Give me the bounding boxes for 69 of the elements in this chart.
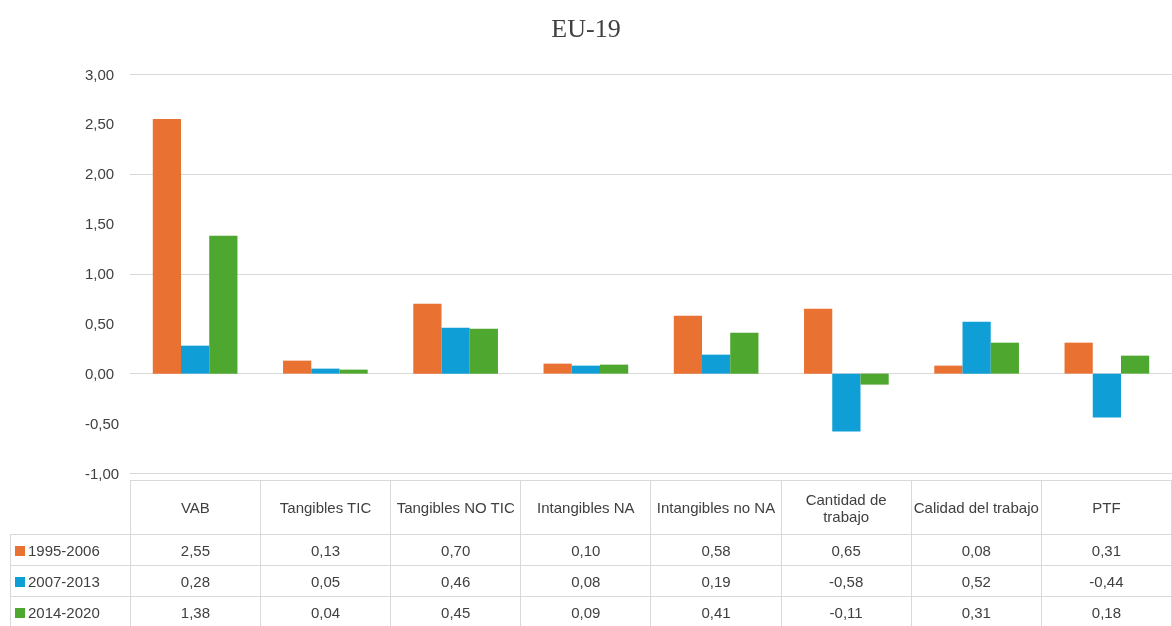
- bar: [571, 365, 600, 374]
- data-label: 0,46: [390, 565, 521, 597]
- data-label: 0,28: [130, 565, 261, 597]
- data-label: 2,55: [130, 534, 261, 566]
- legend-label: 2014-2020: [10, 596, 131, 626]
- bar: [702, 354, 731, 374]
- bar: [1064, 342, 1093, 374]
- data-label: -0,58: [781, 565, 912, 597]
- bar: [283, 360, 312, 374]
- x-tick-label: Tangibles TIC: [260, 480, 391, 535]
- chart-title: EU-19: [551, 13, 621, 43]
- bar: [1120, 355, 1150, 374]
- x-tick-label: Calidad del trabajo: [911, 480, 1042, 535]
- bar: [730, 332, 759, 374]
- data-label: 0,65: [781, 534, 912, 566]
- data-label: 0,45: [390, 596, 521, 626]
- data-label: 0,10: [520, 534, 651, 566]
- bar: [152, 118, 182, 374]
- bar: [934, 365, 963, 374]
- x-tick-label: PTF: [1041, 480, 1172, 535]
- x-tick-label: Intangibles no NA: [650, 480, 782, 535]
- data-label: 0,31: [911, 596, 1042, 626]
- y-tick-label: 1,00: [85, 265, 115, 283]
- data-label: 0,13: [260, 534, 391, 566]
- bar: [209, 235, 238, 374]
- data-label: 0,18: [1041, 596, 1172, 626]
- bar: [469, 328, 498, 374]
- bar: [990, 342, 1019, 374]
- bar: [804, 308, 833, 374]
- data-label: 0,52: [911, 565, 1042, 597]
- data-label: 0,31: [1041, 534, 1172, 566]
- legend-label: 1995-2006: [10, 534, 131, 566]
- bar: [1092, 373, 1121, 418]
- x-tick-label: Tangibles NO TIC: [390, 480, 521, 535]
- y-tick-label: 2,50: [85, 115, 115, 133]
- bar: [311, 368, 340, 374]
- y-tick-label: 0,00: [85, 365, 115, 383]
- data-label: 1,38: [130, 596, 261, 626]
- x-tick-label: Intangibles NA: [520, 480, 651, 535]
- data-label: 0,08: [911, 534, 1042, 566]
- bar: [962, 321, 991, 374]
- data-label: 0,19: [650, 565, 782, 597]
- y-tick-label: 2,00: [85, 165, 115, 183]
- bar: [673, 315, 703, 374]
- data-label: -0,44: [1041, 565, 1172, 597]
- data-label: -0,11: [781, 596, 912, 626]
- bar: [860, 373, 889, 385]
- data-label: 0,08: [520, 565, 651, 597]
- bar: [543, 363, 572, 374]
- y-tick-label: 3,00: [85, 65, 115, 83]
- y-tick-label: -0,50: [85, 415, 120, 433]
- data-label: 0,05: [260, 565, 391, 597]
- y-tick-label: -1,00: [85, 465, 120, 482]
- bar: [832, 373, 861, 432]
- x-tick-label: VAB: [130, 480, 261, 535]
- data-label: 0,70: [390, 534, 521, 566]
- legend-label: 2007-2013: [10, 565, 131, 597]
- bar: [441, 327, 470, 374]
- bar: [339, 369, 368, 374]
- bar: [413, 303, 442, 374]
- bar: [599, 364, 629, 374]
- data-label: 0,41: [650, 596, 782, 626]
- y-tick-label: 0,50: [85, 315, 115, 333]
- x-tick-label: Cantidad de trabajo: [781, 480, 912, 535]
- data-label: 0,04: [260, 596, 391, 626]
- data-label: 0,58: [650, 534, 782, 566]
- y-tick-label: 1,50: [85, 215, 115, 233]
- data-label: 0,09: [520, 596, 651, 626]
- bar: [181, 345, 210, 374]
